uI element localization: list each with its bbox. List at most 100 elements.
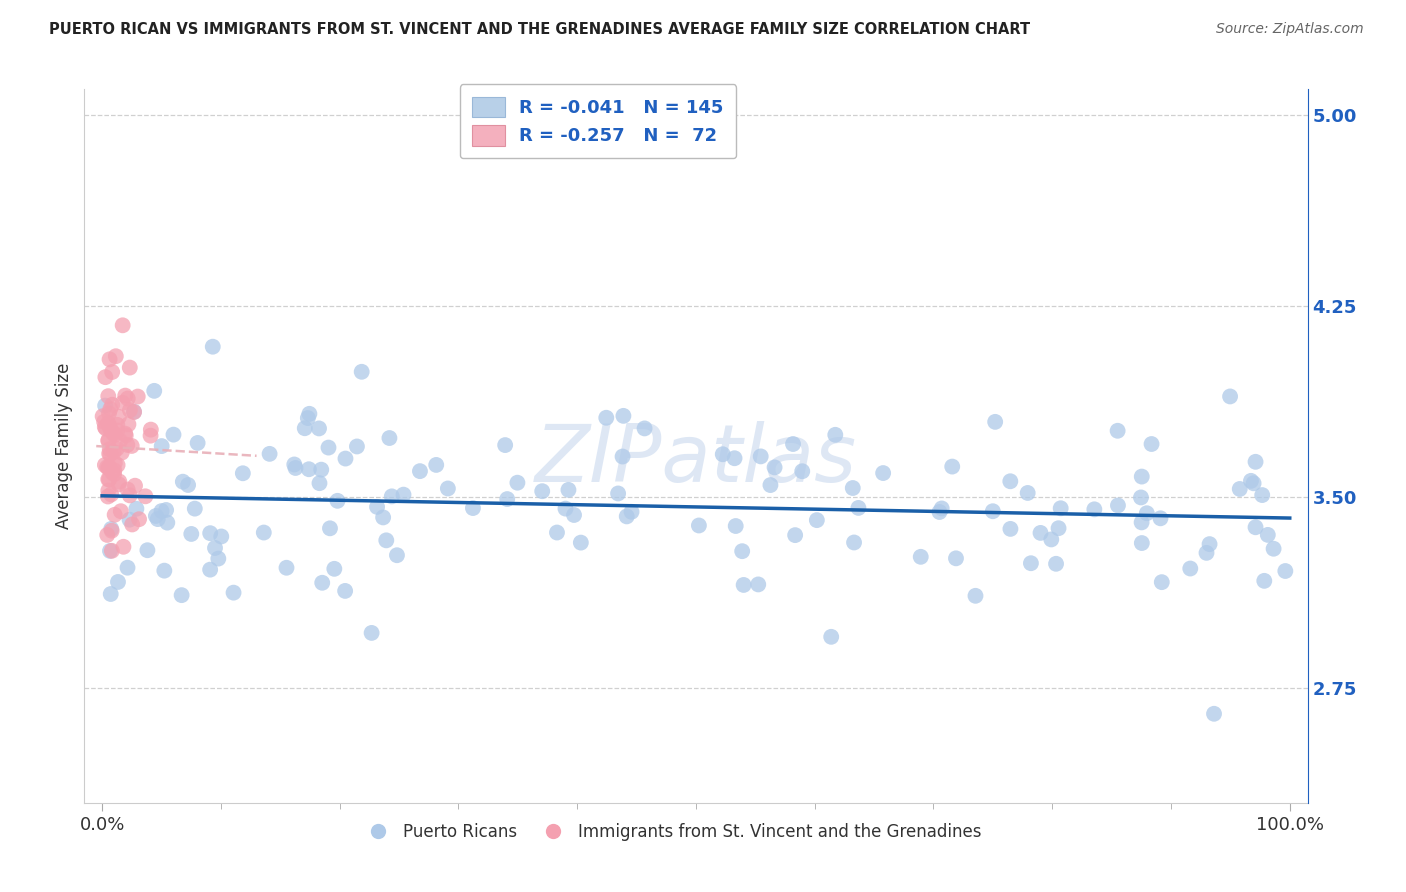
Point [335,451,357,466]
Point [308,421,330,435]
Point [93,415,115,429]
Point [496,492,519,507]
Point [101,466,124,480]
Point [311,575,333,590]
Point [94,399,117,413]
Point [172,475,194,489]
Point [724,519,747,533]
Point [531,484,554,499]
Point [110,504,132,518]
Point [620,505,643,519]
Point [381,489,404,503]
Text: Source: ZipAtlas.com: Source: ZipAtlas.com [1216,22,1364,37]
Point [612,450,634,464]
Point [1130,469,1153,483]
Point [104,427,127,442]
Point [98,442,121,457]
Point [232,467,254,481]
Point [747,577,769,591]
Point [1180,561,1202,575]
Point [97,483,120,498]
Point [97,417,120,431]
Point [118,488,141,502]
Point [763,460,786,475]
Point [94,421,117,435]
Point [1019,556,1042,570]
Point [107,477,129,491]
Point [910,549,932,564]
Point [91,409,114,424]
Point [112,540,135,554]
Point [139,423,162,437]
Point [98,447,121,461]
Point [98,447,121,461]
Point [1244,455,1267,469]
Point [117,417,139,432]
Point [731,544,754,558]
Point [309,463,332,477]
Point [1195,546,1218,560]
Point [96,528,118,542]
Point [177,478,200,492]
Text: ZIPatlas: ZIPatlas [534,421,858,500]
Point [1136,506,1159,520]
Point [100,424,122,438]
Point [1251,488,1274,502]
Point [792,464,814,478]
Point [392,488,415,502]
Point [1107,499,1129,513]
Point [103,463,125,477]
Point [1240,474,1263,488]
Point [253,525,276,540]
Point [156,516,179,530]
Point [97,472,120,486]
Point [121,439,143,453]
Point [323,562,346,576]
Point [360,626,382,640]
Point [100,487,122,501]
Point [1130,516,1153,530]
Point [842,481,865,495]
Point [733,578,755,592]
Point [97,461,120,475]
Point [118,513,141,527]
Point [105,424,128,438]
Point [155,503,177,517]
Point [616,509,638,524]
Point [437,482,460,496]
Point [965,589,987,603]
Point [607,486,630,500]
Point [103,445,125,459]
Point [125,501,148,516]
Point [105,417,128,432]
Point [506,475,529,490]
Point [127,390,149,404]
Point [259,447,281,461]
Point [294,421,316,435]
Point [139,428,162,442]
Point [104,349,127,363]
Point [378,431,401,445]
Point [1047,521,1070,535]
Point [105,442,128,456]
Point [118,360,141,375]
Point [981,504,1004,518]
Point [782,437,804,451]
Point [350,365,373,379]
Point [170,588,193,602]
Point [945,551,967,566]
Point [103,467,125,482]
Point [145,508,167,523]
Point [1244,520,1267,534]
Point [333,583,356,598]
Point [283,458,305,472]
Point [562,508,585,522]
Point [308,476,330,491]
Point [94,458,117,472]
Point [180,527,202,541]
Point [201,340,224,354]
Point [1274,564,1296,578]
Point [1219,389,1241,403]
Point [117,392,139,406]
Point [104,456,127,470]
